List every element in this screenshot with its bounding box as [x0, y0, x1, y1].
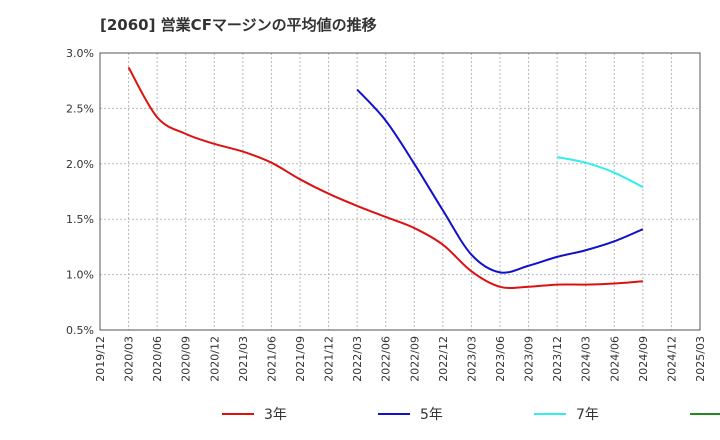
x-tick-label: 2022/12	[437, 336, 450, 382]
x-tick-label: 2022/06	[380, 336, 393, 382]
chart-title: [2060] 営業CFマージンの平均値の推移	[100, 16, 377, 34]
x-tick-label: 2022/09	[408, 336, 421, 382]
x-tick-label: 2024/03	[580, 336, 593, 382]
x-tick-label: 2023/09	[523, 336, 536, 382]
axis-layer: 0.5% 1.0% 1.5% 2.0% 2.5% 3.0% 2019/12 2020/03 20…	[66, 47, 707, 382]
x-tick-label: 2019/12	[94, 336, 107, 382]
y-tick-label: 1.5%	[66, 213, 94, 226]
legend-layer: 3年5年7年10年	[222, 407, 720, 423]
y-tick-label: 2.5%	[66, 102, 94, 115]
x-tick-label: 2023/03	[465, 336, 478, 382]
x-tick-label: 2020/09	[180, 336, 193, 382]
x-tick-label: 2024/12	[665, 336, 678, 382]
series-line-2	[556, 156, 644, 188]
y-tick-label: 1.0%	[66, 269, 94, 282]
legend-label-0: 3年	[264, 407, 287, 423]
grid-layer	[99, 52, 701, 331]
series-line-0	[127, 66, 643, 290]
x-tick-label: 2023/12	[551, 336, 564, 382]
series-layer	[127, 66, 644, 290]
y-tick-label: 2.0%	[66, 158, 94, 171]
x-tick-label: 2021/03	[237, 336, 250, 382]
x-tick-label: 2024/09	[637, 336, 650, 382]
x-tick-label: 2023/06	[494, 336, 507, 382]
x-tick-label: 2021/09	[294, 336, 307, 382]
legend-label-1: 5年	[420, 407, 443, 423]
x-tick-label: 2020/03	[123, 336, 136, 382]
x-tick-label: 2021/12	[323, 336, 336, 382]
x-tick-label: 2025/03	[694, 336, 707, 382]
x-tick-label: 2020/06	[151, 336, 164, 382]
plot-frame	[99, 52, 701, 331]
x-tick-label: 2022/03	[351, 336, 364, 382]
legend-label-2: 7年	[576, 407, 599, 423]
y-tick-label: 3.0%	[66, 47, 94, 60]
x-tick-label: 2024/06	[608, 336, 621, 382]
series-line-1	[356, 88, 644, 274]
y-tick-label: 0.5%	[66, 324, 94, 337]
x-tick-label: 2021/06	[265, 336, 278, 382]
x-tick-label: 2020/12	[208, 336, 221, 382]
